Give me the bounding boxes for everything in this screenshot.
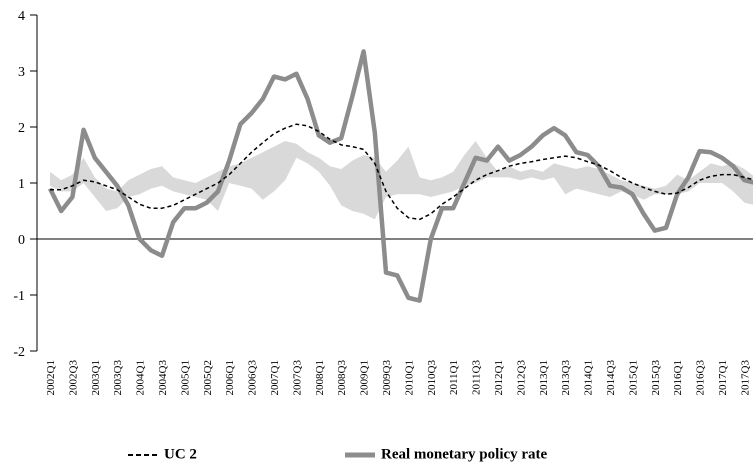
x-tick-label: 2003Q1 [90,360,102,395]
x-tick-label: 2007Q1 [269,360,281,395]
x-tick-label: 2010Q1 [403,360,415,395]
x-tick-label: 2007Q3 [291,360,303,396]
x-tick-label: 2012Q3 [515,360,527,396]
x-tick-label: 2012Q1 [493,360,505,395]
x-tick-label: 2006Q1 [224,360,236,395]
legend-label: Real monetary policy rate [381,446,548,462]
y-tick-label: 1 [18,177,25,192]
x-tick-label: 2017Q1 [717,360,729,395]
x-tick-label: 2002Q3 [67,360,79,396]
line [47,49,753,303]
y-tick-label: -2 [13,345,25,360]
x-tick-label: 2016Q1 [672,360,684,395]
x-tick-label: 2003Q3 [112,360,124,396]
x-tick-label: 2016Q3 [695,360,707,396]
y-tick-label: -1 [13,289,25,304]
x-tick-label: 2015Q3 [650,360,662,396]
y-tick-label: 0 [18,233,25,248]
x-tick-label: 2005Q1 [179,360,191,395]
x-tick-label: 2014Q3 [605,360,617,396]
x-tick-label: 2008Q1 [314,360,326,395]
x-tick-label: 2002Q1 [45,360,57,395]
x-tick-label: 2014Q1 [583,360,595,395]
x-tick-label: 2009Q3 [381,360,393,396]
x-tick-label: 2004Q1 [135,360,147,395]
line [50,123,753,221]
x-tick-label: 2004Q3 [157,360,169,396]
y-tick-label: 3 [18,65,25,80]
y-tick-label: 4 [18,9,25,24]
x-tick-label: 2017Q3 [739,360,751,396]
x-tick-label: 2011Q1 [448,360,460,395]
x-tick-label: 2015Q1 [627,360,639,395]
x-tick-label: 2010Q3 [426,360,438,396]
x-tick-label: 2013Q1 [538,360,550,395]
x-tick-label: 2006Q3 [247,360,259,396]
y-tick-label: 2 [18,121,25,136]
x-tick-label: 2008Q3 [336,360,348,396]
range-band [50,141,753,220]
x-tick-label: 2013Q3 [560,360,572,396]
x-tick-label: 2005Q2 [202,360,214,395]
legend-label: UC 2 [164,446,197,462]
x-tick-label: 2009Q1 [359,360,371,395]
x-tick-label: 2011Q3 [471,360,483,396]
